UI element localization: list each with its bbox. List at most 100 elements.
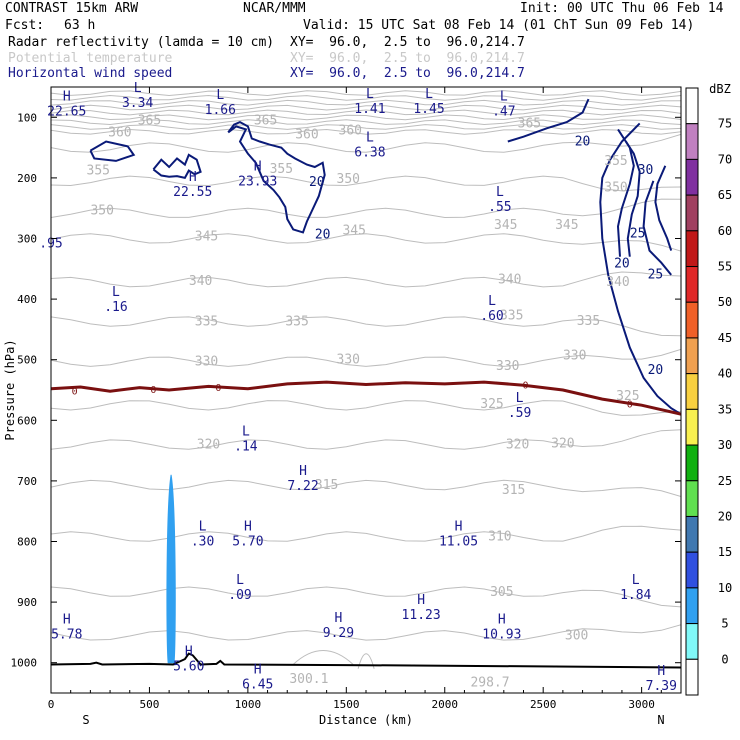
wind-label: 20 [575,134,591,149]
fcst-value: 63 h [64,18,96,33]
theta-isoline [292,650,354,665]
hl-marker-value: 1.45 [413,102,444,117]
hl-marker-letter: H [254,663,262,678]
field-reflectivity-xy: XY= 96.0, 2.5 to 96.0,214.7 [290,35,525,50]
theta-label: 345 [195,230,218,245]
south-end-label: S [82,713,89,727]
hl-marker-value: 11.05 [439,535,478,550]
colorbar-level-label: 25 [718,474,732,488]
model-title: CONTRAST 15km ARW [5,1,139,16]
theta-label: 300 [565,628,588,643]
theta-label: 305 [490,585,513,600]
theta-isoline [51,114,681,121]
theta-isoline [51,198,681,219]
hl-marker-value: 23.93 [238,175,277,190]
hl-marker-letter: L [242,424,250,439]
colorbar-level-label: 65 [718,188,732,202]
theta-isoline [51,479,681,497]
hl-marker-value: 11.23 [402,608,441,623]
hl-marker-letter: L [425,87,433,102]
theta-label: 320 [506,438,529,453]
colorbar-level-label: 75 [718,117,732,131]
theta-label: 335 [577,314,600,329]
theta-isoline [51,133,681,153]
field-wind-xy: XY= 96.0, 2.5 to 96.0,214.7 [290,66,525,81]
theta-label: 365 [518,116,541,131]
colorbar-level-label: 50 [718,295,732,309]
hl-marker-letter: L [134,81,142,96]
wind-isotach [642,180,672,276]
x-tick-label: 1000 [235,698,262,711]
theta-isoline [51,90,681,97]
theta-contours [51,133,681,669]
wind-isotach [625,140,641,257]
freezing-level-line: 0 0 0 0 0 [51,381,681,416]
theta-label: 300.1 [289,672,328,687]
colorbar-level-label: 60 [718,224,732,238]
hl-marker-value: 1.41 [354,102,385,117]
freezing-level-label: 0 [627,399,633,410]
theta-label: 330 [496,359,519,374]
hl-marker-value: .59 [508,406,531,421]
theta-label: 360 [295,127,318,142]
hl-marker-value: 7.39 [646,679,677,694]
colorbar-swatch [685,87,699,125]
field-theta-name: Potential temperature [8,51,173,66]
ground-terrain-line [51,652,681,669]
y-tick-label: 700 [17,475,37,488]
colorbar-swatch [685,230,699,268]
theta-label: 310 [488,530,511,545]
theta-label: 330 [337,353,360,368]
center-name: NCAR/MMM [243,1,306,16]
theta-label: 350 [90,204,113,219]
hl-marker-letter: L [112,285,120,300]
colorbar-swatch [685,158,699,196]
wind-isotach [89,140,136,162]
theta-label: 365 [138,113,161,128]
hl-marker-letter: L [199,520,207,535]
fcst-label: Fcst: [5,18,45,33]
hl-marker-letter: H [498,612,506,627]
wind-isotach [227,120,326,234]
theta-label: 355 [87,164,110,179]
theta-label: 355 [270,162,293,177]
theta-label: 360 [339,124,362,139]
colorbar-swatch [685,337,699,375]
theta-isoline [51,124,681,130]
theta-label: 345 [494,218,517,233]
hl-marker-letter: L [632,573,640,588]
theta-isoline [51,94,681,101]
colorbar-swatch [685,301,699,339]
hl-marker-value: 3.34 [122,96,153,111]
x-axis-label: Distance (km) [319,713,413,727]
hl-marker-letter: H [244,520,252,535]
y-tick-label: 1000 [11,657,38,670]
y-tick-label: 900 [17,596,37,609]
hl-marker-value: 6.45 [242,678,273,693]
y-tick-label: 600 [17,414,37,427]
hl-marker-letter: L [488,294,496,309]
hl-marker-letter: L [500,89,508,104]
x-tick-label: 1500 [333,698,360,711]
hl-marker-letter: L [236,573,244,588]
x-tick-label: 0 [48,698,55,711]
freezing-level-label: 0 [215,383,221,394]
wind-isotach [599,122,681,416]
theta-isoline [51,99,681,106]
theta-label: 350 [337,172,360,187]
freezing-level-label: 0 [150,385,156,396]
plot-frame [50,86,682,694]
theta-label: 335 [500,308,523,323]
hl-marker-value: .55 [488,200,511,215]
wind-label: 20 [315,228,331,243]
hl-marker-value: .14 [234,439,258,454]
theta-label: 325 [480,397,503,412]
wind-isotach [507,98,590,143]
wind-label: 20 [614,257,630,272]
wind-label: 25 [648,268,664,283]
colorbar-level-label: 0 [721,652,728,666]
x-tick-label: 2500 [530,698,557,711]
theta-label: 320 [197,438,220,453]
hl-marker-value: 22.55 [173,185,212,200]
